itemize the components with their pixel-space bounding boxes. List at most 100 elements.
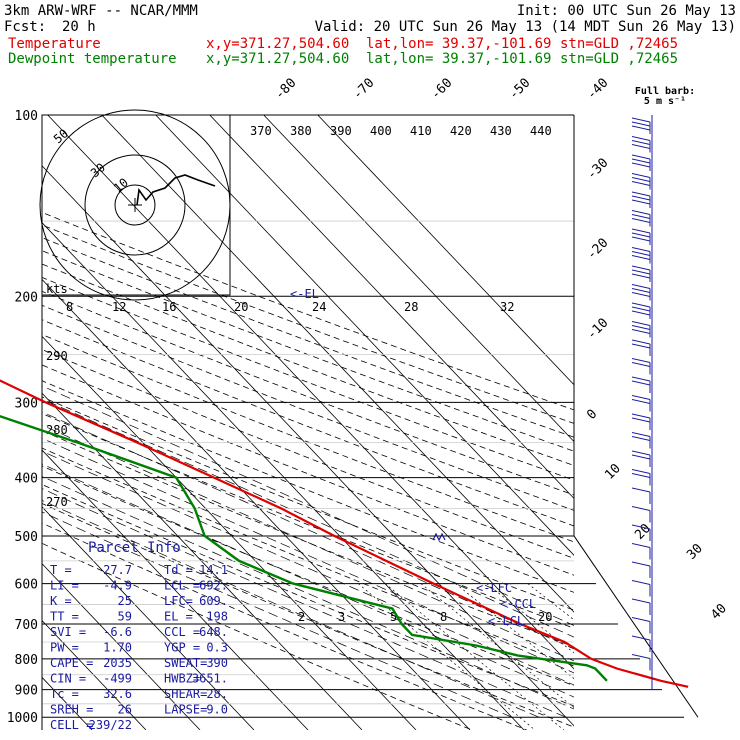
isotherm	[42, 222, 525, 730]
wind-barb-flag	[631, 635, 651, 641]
parcel-info-cell: 692.	[199, 579, 228, 593]
fcst-label: Fcst:	[4, 19, 46, 35]
hodograph-axis-label: 20	[234, 300, 248, 314]
wind-key-line2: 5 m s⁻¹	[644, 96, 686, 107]
hodograph-ring-label-50: 50	[51, 126, 71, 146]
parcel-info-cell: CELL =	[50, 718, 93, 732]
isotherm	[155, 115, 574, 556]
wind-barb-flag	[631, 214, 651, 219]
wind-barb-flag	[631, 228, 651, 234]
dry-adiabat	[42, 465, 574, 687]
isotherm	[42, 619, 147, 730]
isotherm-label: -80	[272, 76, 299, 103]
wind-barb-flag	[631, 173, 651, 178]
parcel-info-cell: 32.6	[103, 687, 132, 701]
theta-label: 370	[250, 124, 272, 138]
moist-adiabat	[42, 411, 574, 650]
mixing-ratio-label: 5	[390, 610, 397, 624]
parcel-info-cell: K =	[50, 594, 72, 608]
wind-barb-flag	[631, 358, 651, 363]
wind-barb-flag	[631, 580, 651, 585]
wind-barb-flag	[631, 177, 651, 182]
parcel-info-cell: YGP =	[164, 641, 200, 655]
wind-barb-flag	[631, 136, 651, 141]
theta-label: 400	[370, 124, 392, 138]
wind-barb-flag	[631, 506, 651, 511]
moist-adiabat	[42, 499, 540, 718]
hodograph-ring-10	[114, 184, 156, 226]
pressure-tick-label: 100	[15, 109, 38, 124]
hodograph-axis-label: 12	[112, 300, 126, 314]
wind-barb-flag	[631, 473, 651, 478]
wind-barb-flag	[631, 302, 651, 308]
wind-barb-flag	[631, 154, 651, 160]
legend-dewpoint-xy: x,y=371.27,504.60	[206, 51, 349, 67]
isotherm	[42, 278, 471, 730]
dry-adiabat	[42, 263, 574, 466]
wind-barb-flag	[631, 255, 651, 260]
parcel-info-cell: -499	[103, 672, 132, 686]
wind-barb-flag	[631, 654, 651, 659]
hodograph-ring-30	[84, 154, 186, 256]
wind-barb-flag	[631, 273, 651, 279]
wind-barb-flag	[631, 181, 651, 186]
parcel-info-cell: 28.	[206, 687, 228, 701]
legend-temperature-xy: x,y=371.27,504.60	[206, 36, 349, 52]
wind-barb-flag	[631, 125, 651, 131]
dry-adiabat	[42, 224, 574, 424]
parcel-info-cell: TT =	[50, 610, 79, 624]
wind-barb-flag	[631, 450, 651, 456]
wind-barb-flag	[631, 144, 651, 149]
dewpoint-line	[0, 414, 608, 682]
isotherm-labels: -80 -70 -60 -50 -40 -30 -20 -10 0 10 20 30 40	[272, 76, 730, 623]
valid-time: Valid: 20 UTC Sun 26 May 13 (14 MDT Sun …	[315, 19, 736, 35]
parcel-info-cell: PW =	[50, 641, 79, 655]
model-title: 3km ARW-WRF -- NCAR/MMM	[4, 3, 198, 19]
parcel-info-cell: LCL =	[164, 579, 200, 593]
storm-motion-icon	[432, 532, 446, 542]
wind-barb-flag	[631, 376, 651, 382]
parcel-info-cell: 609.	[199, 594, 228, 608]
wind-barbs	[631, 115, 653, 690]
hodograph-axis-label: 24	[312, 300, 326, 314]
isotherm	[42, 449, 309, 730]
wind-barb-flag	[631, 617, 651, 622]
mixing-ratio-line	[357, 583, 536, 730]
pressure-tick-label: 400	[15, 472, 38, 487]
isotherm-label: 0	[584, 407, 600, 423]
theta-label: 380	[290, 124, 312, 138]
fcst-value: 20 h	[62, 19, 96, 35]
isobar-lines	[41, 114, 699, 730]
pressure-labels: 100 200 300 400 500 600 700 800 900 1000	[7, 109, 38, 726]
theta-label: 430	[490, 124, 512, 138]
wind-barb-flag	[631, 247, 651, 252]
dry-adiabat	[42, 484, 574, 707]
moist-adiabat	[42, 424, 574, 662]
legend-dewpoint: Dewpoint temperature	[8, 51, 177, 67]
wind-barb-flag	[631, 284, 651, 289]
wind-barb-flag	[631, 306, 651, 312]
parcel-info-cell: 9.0	[206, 703, 228, 717]
wind-barb-flag	[631, 232, 651, 238]
isotherm	[209, 115, 574, 500]
theta-label: 440	[530, 124, 552, 138]
parcel-info-title: Parcel Info	[88, 540, 181, 556]
mixing-ratio-label: 8	[440, 610, 447, 624]
isotherm	[263, 115, 574, 443]
hodograph-trace	[136, 174, 216, 206]
hodograph-ring-50	[39, 109, 231, 301]
parcel-info-cell: 27.7	[103, 563, 132, 577]
parcel-info-cell: 198	[206, 610, 228, 624]
wind-barb-flag	[631, 195, 651, 201]
parcel-info-cell: 14.1	[199, 563, 228, 577]
wind-barb-flag	[631, 288, 651, 293]
mixing-ratio-label: 3	[338, 610, 345, 624]
wind-barb-flag	[631, 325, 651, 330]
wind-barb-flag	[631, 210, 651, 215]
mixing-ratio-labels: 2 3 5 8 20	[298, 610, 552, 624]
wind-barb-flag	[631, 265, 651, 271]
dry-adiabat	[42, 364, 574, 576]
wind-barb-flag	[631, 543, 651, 548]
